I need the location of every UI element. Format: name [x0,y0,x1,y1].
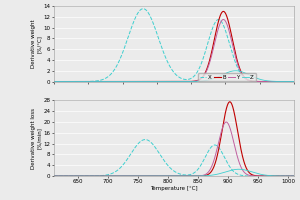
X-axis label: Temperature [°C]: Temperature [°C] [150,186,198,191]
Y-axis label: Derivative weight
[%/°C]: Derivative weight [%/°C] [31,19,42,68]
Legend: X, B, Y, Z: X, B, Y, Z [198,73,256,81]
Y-axis label: Derivative weight loss
[%/min]: Derivative weight loss [%/min] [31,108,42,169]
